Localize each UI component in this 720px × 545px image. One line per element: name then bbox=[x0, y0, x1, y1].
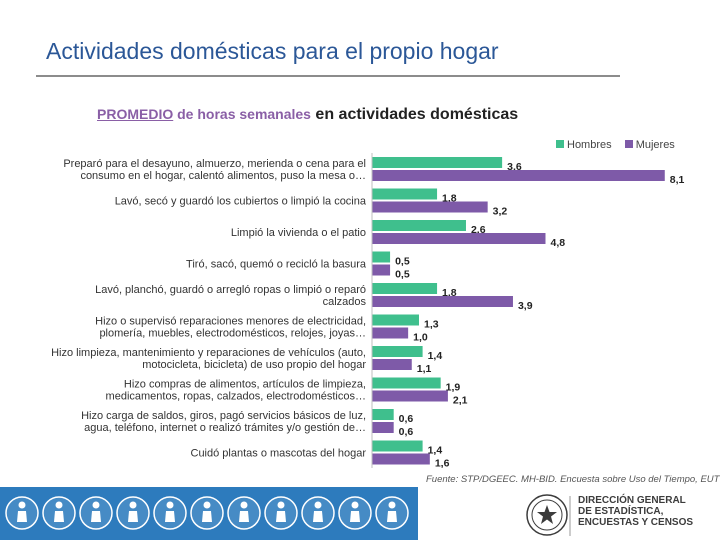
chart-title-subject: en actividades domésticas bbox=[310, 106, 519, 123]
category-label: consumo en el hogar, calentó alimentos, … bbox=[80, 170, 366, 182]
category-label: agua, teléfono, internet o realizó trámi… bbox=[84, 422, 366, 434]
bar-mujeres bbox=[372, 296, 513, 307]
institution-seal-icon bbox=[526, 494, 571, 536]
category-label: Preparó para el desayuno, almuerzo, meri… bbox=[63, 158, 366, 170]
institution-name-line1: DIRECCIÓN GENERAL bbox=[578, 495, 686, 506]
bar-hombres bbox=[372, 409, 394, 420]
person-icon bbox=[116, 496, 150, 530]
category-label: Hizo compras de alimentos, artículos de … bbox=[124, 379, 366, 391]
bar-hombres bbox=[372, 314, 419, 326]
data-label-hombres: 1,4 bbox=[428, 350, 443, 362]
category-label: Lavó, planchó, guardó o arregló ropas o … bbox=[95, 284, 366, 296]
bar-hombres bbox=[372, 377, 441, 389]
category-label: Limpió la vivienda o el patio bbox=[231, 227, 366, 239]
legend-swatch-hombres bbox=[556, 140, 564, 148]
category-label: medicamentos, ropas, calzados, electrodo… bbox=[106, 391, 366, 403]
bar-mujeres bbox=[372, 170, 665, 181]
title-divider bbox=[36, 75, 620, 77]
bar-hombres bbox=[372, 157, 503, 168]
bar-hombres bbox=[372, 440, 423, 452]
bar-mujeres bbox=[372, 453, 430, 465]
data-label-mujeres: 1,6 bbox=[435, 458, 450, 470]
data-label-mujeres: 3,9 bbox=[518, 300, 533, 312]
bar-hombres bbox=[372, 283, 438, 294]
chart-legend: Hombres Mujeres bbox=[556, 139, 685, 151]
legend-swatch-mujeres bbox=[624, 140, 633, 148]
bar-mujeres bbox=[372, 233, 546, 244]
footer-icon-band bbox=[0, 487, 418, 540]
data-label-mujeres: 0,6 bbox=[399, 426, 414, 438]
bar-mujeres bbox=[372, 264, 391, 276]
institution-name-line3: ENCUESTAS Y CENSOS bbox=[578, 517, 694, 528]
category-label: Hizo o supervisó reparaciones menores de… bbox=[95, 316, 366, 328]
elderly-icon bbox=[338, 496, 372, 530]
cooking-icon bbox=[301, 496, 335, 530]
bar-hombres bbox=[372, 346, 423, 357]
cleaning-icon bbox=[42, 496, 76, 530]
data-label-mujeres: 8,1 bbox=[670, 174, 685, 186]
family-icon bbox=[375, 496, 409, 530]
slide-title: Actividades domésticas para el propio ho… bbox=[46, 38, 499, 64]
footer-icons bbox=[5, 496, 409, 530]
chart-title-emphasis: PROMEDIO bbox=[97, 106, 174, 122]
bar-mujeres bbox=[372, 327, 409, 339]
data-label-hombres: 1,9 bbox=[446, 382, 461, 394]
legend-label-hombres: Hombres bbox=[567, 139, 612, 151]
bar-mujeres bbox=[372, 359, 412, 370]
care-icon bbox=[264, 496, 298, 530]
data-label-hombres: 0,6 bbox=[399, 413, 414, 425]
category-label: Tiró, sacó, quemó o recicló la basura bbox=[186, 259, 367, 271]
data-label-mujeres: 1,1 bbox=[417, 363, 432, 375]
category-label: calzados bbox=[323, 296, 367, 308]
category-label: Cuidó plantas o mascotas del hogar bbox=[191, 448, 367, 460]
bar-mujeres bbox=[372, 390, 448, 402]
legend-item-mujeres: Mujeres bbox=[624, 139, 675, 151]
category-label: Hizo limpieza, mantenimiento y reparacio… bbox=[51, 347, 366, 359]
data-label-hombres: 1,4 bbox=[428, 445, 443, 457]
category-label: plomería, muebles, electrodomésticos, re… bbox=[99, 328, 366, 340]
legend-item-hombres: Hombres bbox=[556, 139, 612, 151]
person-icon bbox=[227, 496, 261, 530]
bar-mujeres bbox=[372, 422, 394, 433]
bar-hombres bbox=[372, 188, 438, 200]
data-label-mujeres: 0,5 bbox=[395, 269, 410, 281]
data-label-hombres: 0,5 bbox=[395, 256, 410, 268]
category-label: Lavó, secó y guardó los cubiertos o limp… bbox=[115, 196, 367, 208]
data-label-mujeres: 2,1 bbox=[453, 395, 468, 407]
data-label-mujeres: 3,2 bbox=[493, 206, 508, 218]
data-label-hombres: 1,3 bbox=[424, 319, 439, 331]
category-label: Hizo carga de saldos, giros, pagó servic… bbox=[81, 410, 366, 422]
child-icon bbox=[190, 496, 224, 530]
institution-name-line2: DE ESTADÍSTICA, bbox=[578, 506, 664, 517]
data-label-mujeres: 4,8 bbox=[550, 237, 565, 249]
data-label-mujeres: 1,0 bbox=[413, 332, 428, 344]
source-note: Fuente: STP/DGEEC. MH-BID. Encuesta sobr… bbox=[426, 474, 720, 485]
bar-hombres bbox=[372, 251, 391, 263]
institution-name: DIRECCIÓN GENERAL DE ESTADÍSTICA, ENCUES… bbox=[578, 495, 693, 528]
bar-mujeres bbox=[372, 201, 488, 213]
bar-hombres bbox=[372, 220, 466, 231]
wheelchair-icon bbox=[153, 496, 187, 530]
chart-title-middle: de horas semanales bbox=[173, 106, 311, 122]
sports-icon bbox=[79, 496, 113, 530]
category-label: motocicleta, bicicleta) de uso propio de… bbox=[142, 359, 366, 371]
legend-label-mujeres: Mujeres bbox=[635, 139, 675, 151]
bar-chart: Preparó para el desayuno, almuerzo, meri… bbox=[51, 153, 685, 470]
family-icon bbox=[5, 496, 39, 530]
chart-title: PROMEDIO de horas semanales en actividad… bbox=[97, 106, 518, 124]
